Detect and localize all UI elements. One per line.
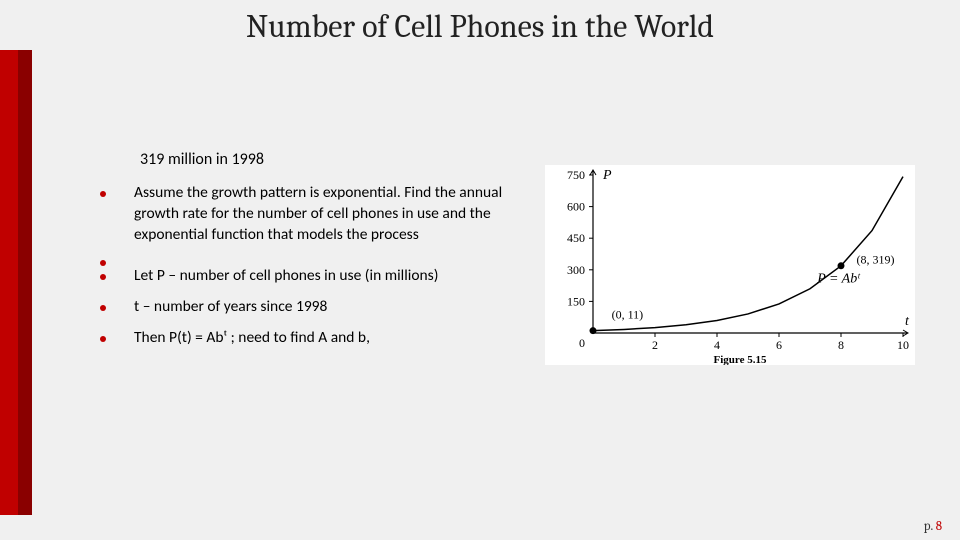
bullet-row: Let P – number of cell phones in use (in… — [100, 266, 520, 287]
accent-bar-inner — [18, 50, 32, 515]
text-content: 319 million in 1998 Assume the growth pa… — [100, 150, 520, 355]
svg-text:750: 750 — [567, 168, 585, 182]
svg-text:6: 6 — [776, 338, 782, 352]
bullet-row — [100, 252, 520, 266]
bullet-dot — [100, 191, 106, 197]
svg-text:(8, 319): (8, 319) — [857, 252, 895, 266]
svg-text:300: 300 — [567, 263, 585, 277]
chart-svg: 0150300450600750246810(0, 11)(8, 319)tPP… — [545, 165, 915, 365]
bullet-text: Let P – number of cell phones in use (in… — [134, 266, 438, 287]
page-label: p. — [924, 519, 936, 534]
svg-text:Figure 5.15: Figure 5.15 — [714, 354, 767, 365]
page-title: Number of Cell Phones in the World — [0, 8, 960, 45]
bullet-row: t – number of years since 1998 — [100, 297, 520, 318]
bullet-row: Then P(t) = Abᵗ ; need to find A and b, — [100, 328, 520, 349]
svg-text:4: 4 — [714, 338, 720, 352]
svg-text:450: 450 — [567, 231, 585, 245]
intro-line: 319 million in 1998 — [140, 150, 520, 169]
bullet-dot — [100, 260, 106, 266]
bullet-dot — [100, 274, 106, 280]
svg-text:(0, 11): (0, 11) — [612, 307, 644, 321]
page-number: p. 8 — [924, 519, 942, 534]
accent-bar-outer — [0, 50, 18, 515]
bullet-dot — [100, 336, 106, 342]
bullet-dot — [100, 305, 106, 311]
bullet-text: Assume the growth pattern is exponential… — [134, 183, 520, 246]
bullet-row: Assume the growth pattern is exponential… — [100, 183, 520, 246]
svg-text:600: 600 — [567, 200, 585, 214]
chart-figure: 0150300450600750246810(0, 11)(8, 319)tPP… — [545, 165, 915, 365]
svg-text:0: 0 — [579, 336, 585, 350]
svg-text:8: 8 — [838, 338, 844, 352]
svg-text:2: 2 — [652, 338, 658, 352]
page-digit: 8 — [936, 519, 942, 534]
svg-text:P = Abᵗ: P = Abᵗ — [816, 271, 861, 286]
bullet-text: Then P(t) = Abᵗ ; need to find A and b, — [134, 328, 370, 349]
svg-text:150: 150 — [567, 294, 585, 308]
svg-text:P: P — [602, 168, 612, 183]
svg-text:10: 10 — [897, 338, 909, 352]
bullet-text: t – number of years since 1998 — [134, 297, 327, 318]
